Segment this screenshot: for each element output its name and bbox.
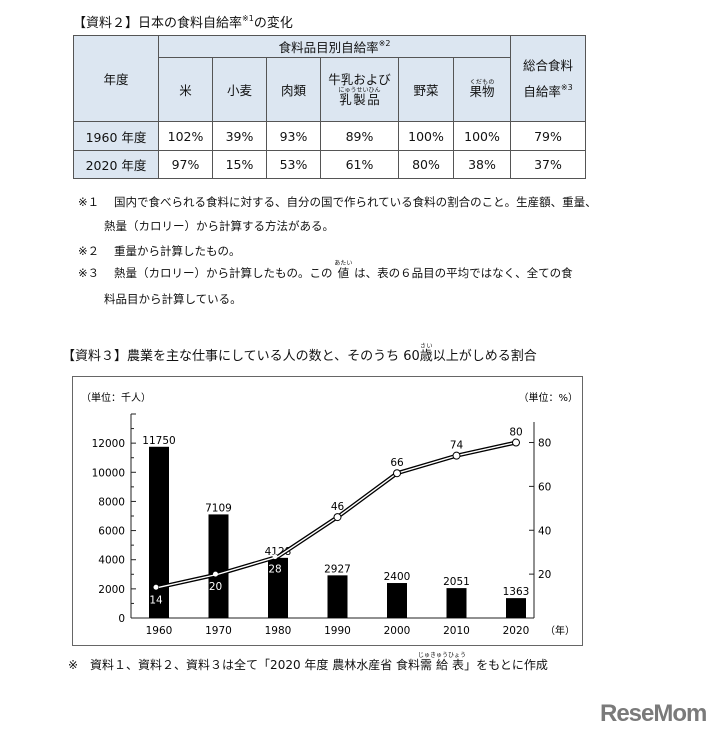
line-value-label: 80 (509, 427, 522, 439)
col-dairy: 牛乳および 乳製品にゅうせいひん (320, 57, 399, 122)
bar-1990 (327, 575, 348, 618)
table-row: 2020 年度 97% 15% 53% 61% 80% 38% 37% (73, 150, 586, 179)
chart-frame: （単位：千人） （単位：%） （年） 0 2000 4000 6000 8000 10000 12… (72, 376, 583, 646)
table-row: 1960 年度 102% 39% 93% 89% 100% 100% 79% (73, 121, 586, 151)
left-tick-label: 4000 (98, 555, 125, 567)
line-point-2000 (393, 469, 401, 478)
x-tick-label: 2020 (503, 625, 530, 637)
x-tick-label: 2000 (384, 625, 411, 637)
note-2: ※２ 重量から計算したもの。 (78, 244, 241, 258)
x-unit-label: （年） (545, 624, 575, 637)
line-point-1960 (153, 584, 159, 590)
left-tick-label: 2000 (98, 584, 125, 596)
line-point-2010 (452, 451, 461, 460)
bar-value-label: 4128 (265, 546, 292, 558)
line-point-1970 (213, 571, 218, 577)
x-tick-label: 1960 (146, 625, 173, 637)
line-value-label: 20 (209, 581, 222, 593)
x-tick-label: 1970 (205, 625, 232, 637)
line-value-label: 74 (450, 440, 464, 452)
bar-1980 (268, 557, 288, 618)
x-tick-label: 1990 (324, 625, 351, 637)
note-3-cont: 料品目から計算している。 (104, 292, 242, 306)
line-point-1980 (272, 554, 278, 560)
bar-1960 (149, 446, 169, 618)
total-header: 総合食料 自給率※3 (510, 35, 586, 122)
x-tick-label: 1980 (265, 625, 292, 637)
right-tick-label: 40 (538, 525, 551, 537)
group-header: 食料品目別自給率※2 (158, 35, 511, 58)
bar-value-label: 11750 (142, 435, 175, 447)
doc2-title: 【資料２】日本の食料自給率※1の変化 (73, 14, 293, 31)
col-meat: 肉類 (266, 57, 321, 122)
left-tick-label: 12000 (92, 438, 125, 450)
left-tick-label: 8000 (98, 496, 125, 508)
note-1-cont: 熱量（カロリー）から計算する方法がある。 (104, 219, 334, 233)
note-3: ※３ 熱量（カロリー）から計算したもの。この 値あたい は、表の６品目の平均ではな… (78, 260, 573, 280)
bar-2000 (387, 583, 407, 618)
line-point-1990 (333, 513, 342, 522)
left-tick-label: 6000 (98, 526, 125, 538)
bar-value-label: 1363 (503, 586, 530, 598)
col-rice: 米 (158, 57, 213, 122)
doc3-title: 【資料３】農業を主な仕事にしている人の数と、そのうち 60歳さい以上がしめる割合 (62, 343, 537, 364)
col-fruit: 果物くだもの (453, 57, 511, 122)
x-tick-label: 2010 (443, 625, 470, 637)
right-unit-label: （単位：%） (518, 391, 578, 404)
year-header: 年度 (73, 35, 159, 122)
farmers-chart: （単位：千人） （単位：%） （年） 0 2000 4000 6000 8000 10000 12… (81, 391, 578, 637)
footer-source: ※ 資料１、資料２、資料３は全て「2020 年度 農林水産省 食料需給表じゅきゅ… (68, 652, 548, 672)
line-value-label: 46 (331, 501, 345, 513)
line-value-label: 28 (268, 564, 281, 576)
bar-value-label: 7109 (205, 502, 232, 514)
right-tick-label: 80 (538, 438, 551, 450)
bar-value-label: 2400 (384, 571, 411, 583)
bar-2010 (446, 588, 467, 618)
left-tick-label: 0 (118, 613, 125, 625)
line-value-label: 66 (390, 457, 404, 469)
left-unit-label: （単位：千人） (81, 391, 151, 404)
note-1: ※１ 国内で食べられる食料に対する、自分の国で作られている食料の割合のこと。生産額… (78, 195, 597, 209)
col-vegetables: 野菜 (398, 57, 454, 122)
self-sufficiency-table: 年度 食料品目別自給率※2 総合食料 自給率※3 米 小麦 肉類 牛乳および 乳製品… (73, 35, 586, 179)
left-tick-label: 10000 (92, 467, 125, 479)
col-wheat: 小麦 (212, 57, 267, 122)
right-tick-label: 60 (538, 481, 551, 493)
line-value-label: 14 (149, 594, 163, 606)
bar-2020 (506, 598, 526, 618)
bar-value-label: 2927 (324, 563, 351, 575)
line-point-2020 (512, 438, 520, 447)
resemom-logo: ReseMom (600, 700, 707, 727)
bar-value-label: 2051 (443, 576, 470, 588)
right-tick-label: 20 (538, 569, 551, 581)
bar-1970 (208, 514, 229, 618)
